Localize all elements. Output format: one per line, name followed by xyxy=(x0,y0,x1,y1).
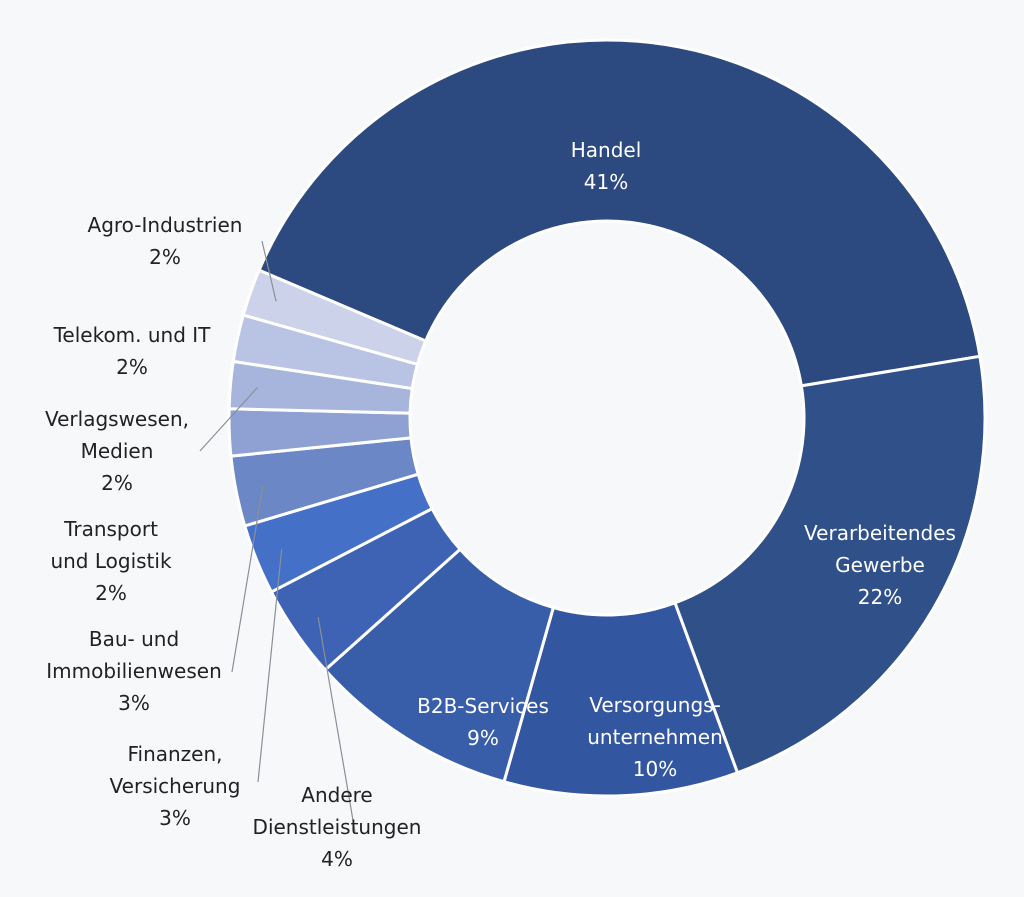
slices-group xyxy=(227,38,987,798)
data-label-finanzen-versicherung: 3% xyxy=(159,806,191,830)
labels-group: Handel 41% Verarbeitendes Gewerbe 22% Versorg… xyxy=(45,138,956,871)
category-label-verarbeitendes-gewerbe: Gewerbe xyxy=(835,553,925,577)
data-label-transport-und-logistik: 2% xyxy=(95,581,127,605)
leader-line-verlagswesen-medien xyxy=(199,386,258,452)
leader-line-andere-dienstleistungen xyxy=(317,617,356,833)
category-label-handel: Handel xyxy=(571,138,642,162)
category-label-transport-und-logistik: und Logistik xyxy=(50,549,172,573)
data-label-handel: 41% xyxy=(584,170,628,194)
category-label-verarbeitendes-gewerbe: Verarbeitendes xyxy=(804,521,956,545)
category-label-bau-und-immobilienwesen: Bau- und xyxy=(89,627,179,651)
category-label-verlagswesen-medien: Verlagswesen, xyxy=(45,407,189,431)
data-label-verarbeitendes-gewerbe: 22% xyxy=(858,585,902,609)
category-label-telekom-und-it: Telekom. und IT xyxy=(53,323,212,347)
data-label-telekom-und-it: 2% xyxy=(116,355,148,379)
data-label-andere-dienstleistungen: 4% xyxy=(321,847,353,871)
data-label-agro-industrien: 2% xyxy=(149,245,181,269)
data-label-versorgungs-unternehmen: 10% xyxy=(633,757,677,781)
data-label-b2b-services: 9% xyxy=(467,726,499,750)
category-label-agro-industrien: Agro-Industrien xyxy=(88,213,243,237)
category-label-versorgungs-unternehmen: Versorgungs- xyxy=(589,693,721,717)
leader-line-finanzen-versicherung xyxy=(257,549,283,783)
category-label-transport-und-logistik: Transport xyxy=(63,517,158,541)
category-label-andere-dienstleistungen: Andere xyxy=(301,783,372,807)
slice-agro-industrien xyxy=(241,268,428,367)
category-label-bau-und-immobilienwesen: Immobilienwesen xyxy=(46,659,222,683)
data-label-verlagswesen-medien: 2% xyxy=(101,471,133,495)
leader-lines xyxy=(199,240,356,833)
category-label-finanzen-versicherung: Versicherung xyxy=(110,774,241,798)
slice-verarbeitendes-gewerbe xyxy=(673,354,987,775)
category-label-verlagswesen-medien: Medien xyxy=(81,439,154,463)
category-label-versorgungs-unternehmen: unternehmen xyxy=(587,725,723,749)
leader-line-bau-und-immobilienwesen xyxy=(231,485,264,673)
data-label-bau-und-immobilienwesen: 3% xyxy=(118,691,150,715)
leader-line-agro-industrien xyxy=(261,240,277,302)
slice-handel xyxy=(257,38,982,388)
category-label-finanzen-versicherung: Finanzen, xyxy=(127,742,222,766)
category-label-andere-dienstleistungen: Dienstleistungen xyxy=(253,815,422,839)
category-label-b2b-services: B2B-Services xyxy=(417,694,549,718)
